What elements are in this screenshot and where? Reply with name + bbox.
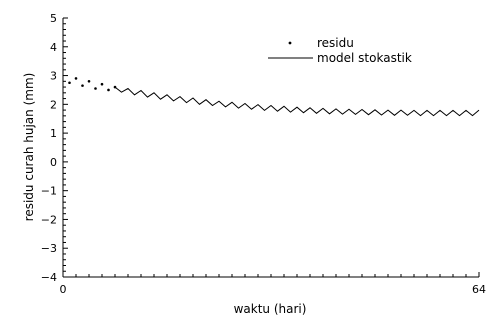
y-axis-label: residu curah hujan (mm) (22, 73, 36, 222)
y-tick-label: 2 (50, 98, 57, 111)
data-point (68, 81, 71, 85)
series-line-model (114, 86, 480, 117)
y-tick-label: −4 (41, 271, 57, 284)
y-tick-label: 1 (50, 127, 57, 140)
y-tick-label: −1 (41, 185, 57, 198)
legend-marker-residu (288, 41, 292, 45)
legend-label-residu: residu (317, 36, 354, 50)
legend: residu model stokastik (268, 36, 412, 65)
axes: −4 −3 −2 −1 0 1 2 3 4 5 0 64 (41, 12, 486, 296)
data-point (74, 77, 78, 80)
plot-area (68, 77, 480, 117)
data-point (81, 84, 84, 87)
x-tick-label: 64 (472, 283, 486, 296)
x-tick-label: 0 (60, 283, 67, 296)
y-tick-label: 3 (50, 70, 57, 83)
x-axis-label: waktu (hari) (234, 302, 307, 316)
y-tick-label: 4 (50, 41, 57, 54)
y-tick-label: 5 (50, 12, 57, 25)
data-point (94, 87, 97, 90)
data-point (100, 82, 104, 86)
y-tick-label: −3 (41, 242, 57, 255)
y-tick-label: −2 (41, 213, 57, 226)
data-point (107, 88, 110, 92)
legend-label-model: model stokastik (317, 51, 412, 65)
y-tick-label: 0 (50, 156, 57, 169)
data-point (87, 80, 91, 83)
